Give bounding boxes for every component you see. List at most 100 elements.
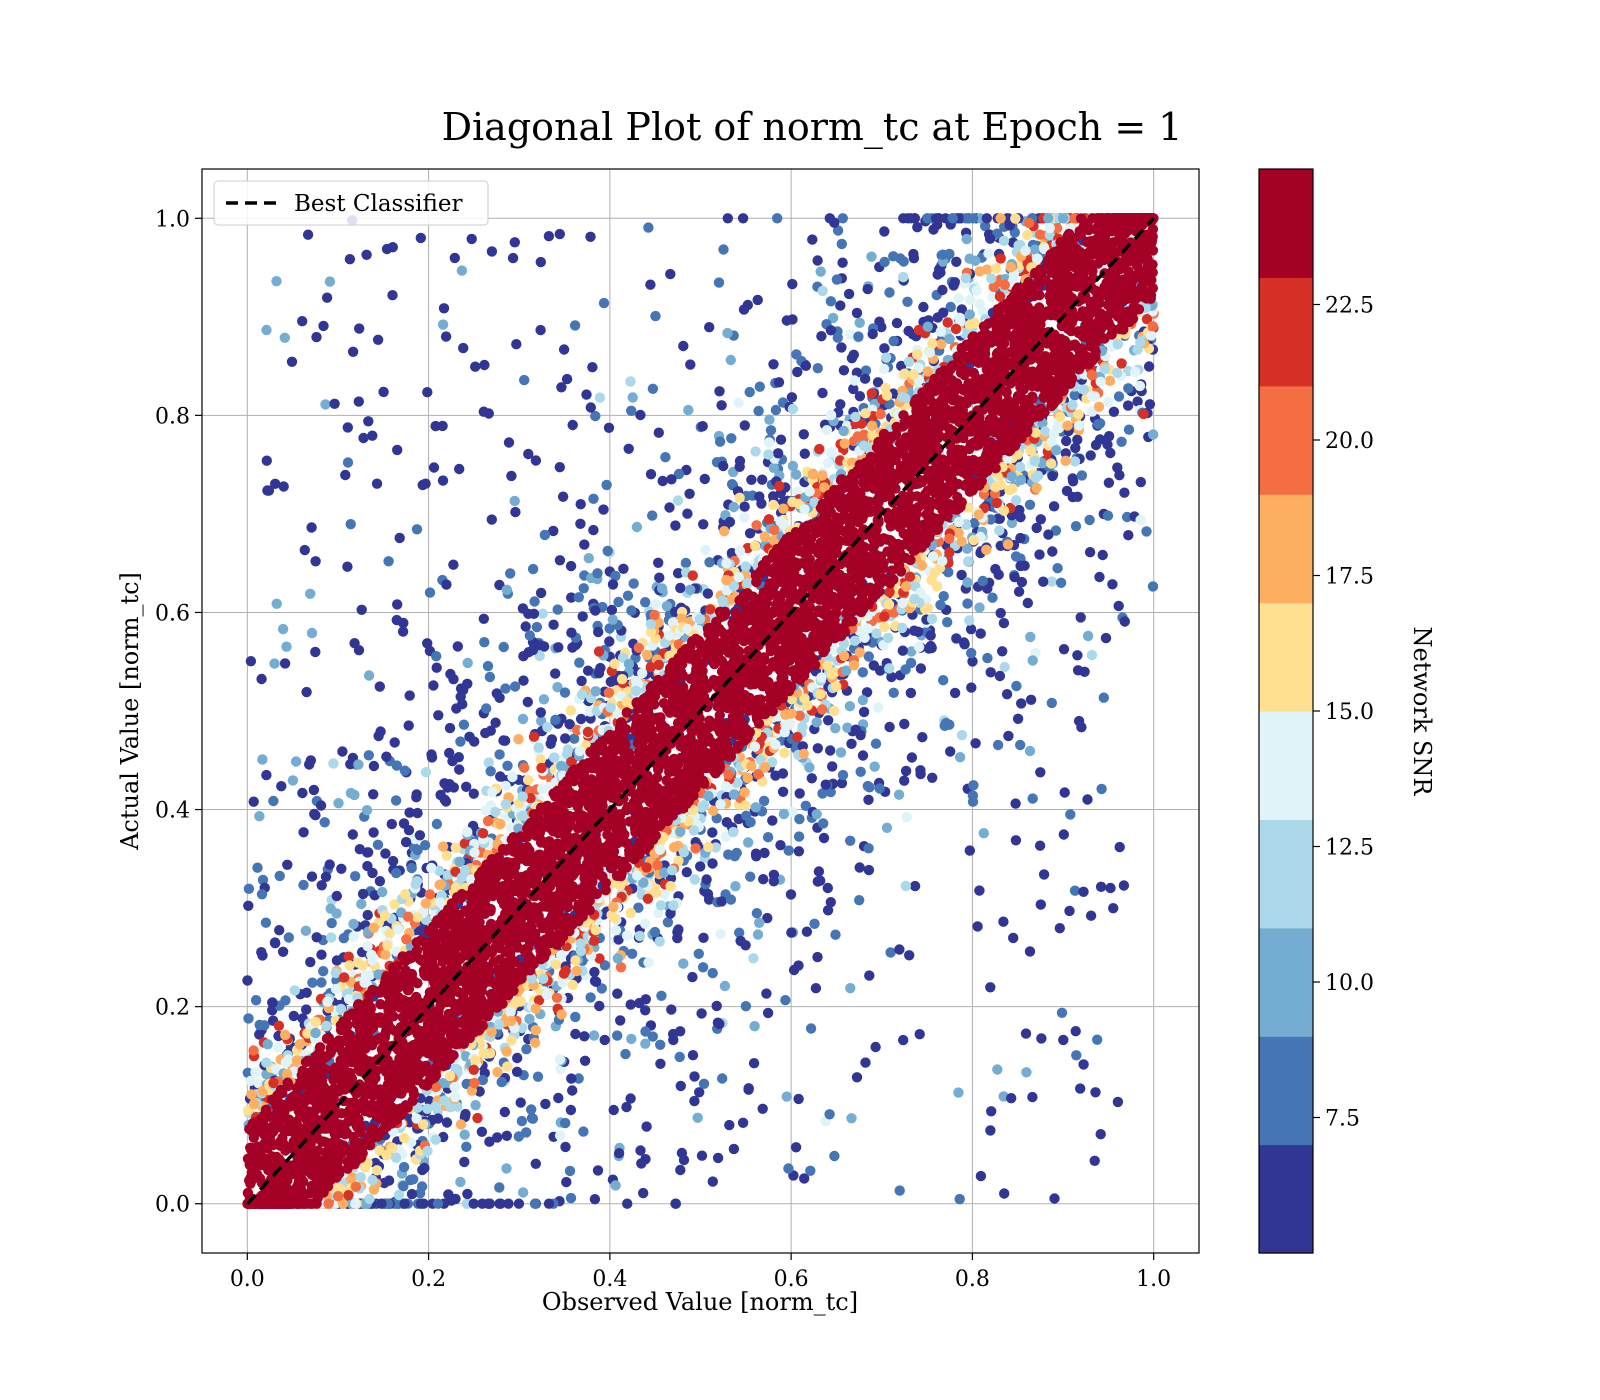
scatter-point [1015, 560, 1026, 572]
scatter-point [1073, 420, 1085, 431]
scatter-point [469, 1077, 480, 1089]
scatter-point [793, 846, 805, 857]
scatter-point [922, 602, 933, 614]
scatter-point [535, 587, 547, 599]
scatter-point [787, 460, 799, 472]
scatter-point [891, 317, 903, 329]
scatter-point [367, 430, 378, 441]
scatter-point [535, 324, 546, 336]
scatter-point [371, 1165, 383, 1176]
scatter-point [610, 1180, 621, 1191]
scatter-point [426, 752, 438, 763]
scatter-point [659, 889, 670, 900]
scatter-point [1043, 529, 1054, 540]
scatter-point [1123, 530, 1134, 541]
scatter-point [799, 504, 810, 515]
scatter-point [262, 1039, 273, 1050]
scatter-point [775, 434, 787, 445]
scatter-point [389, 737, 400, 748]
scatter-point [822, 882, 833, 894]
scatter-point [542, 722, 553, 733]
scatter-point [805, 1023, 817, 1034]
scatter-point [993, 513, 1004, 524]
scatter-point [844, 701, 856, 712]
scatter-point [913, 641, 925, 653]
scatter-point [490, 806, 501, 818]
scatter-point [1060, 455, 1071, 466]
scatter-point [654, 572, 665, 583]
scatter-point [350, 871, 361, 882]
scatter-point [692, 1112, 703, 1124]
scatter-point [866, 388, 877, 399]
scatter-point [626, 605, 637, 616]
scatter-point [1116, 358, 1127, 369]
scatter-point [1055, 577, 1067, 588]
scatter-point [607, 579, 619, 590]
scatter-point [798, 748, 809, 759]
scatter-point [478, 406, 489, 417]
scatter-point [401, 934, 412, 945]
scatter-point [740, 800, 751, 811]
scatter-point [558, 968, 570, 979]
scatter-point [872, 377, 884, 388]
scatter-point [794, 788, 805, 799]
scatter-point [630, 685, 642, 697]
scatter-point [561, 1176, 572, 1188]
scatter-point [516, 1115, 528, 1127]
scatter-point [688, 825, 700, 836]
scatter-point [718, 460, 729, 472]
scatter-point [690, 843, 701, 854]
scatter-point [717, 1073, 728, 1084]
scatter-point [477, 1074, 488, 1086]
scatter-point [894, 944, 905, 955]
scatter-point [866, 420, 878, 431]
scatter-point [696, 1008, 707, 1019]
scatter-point [649, 609, 660, 621]
scatter-point [950, 323, 962, 335]
scatter-point [961, 233, 972, 245]
scatter-point [571, 965, 582, 977]
scatter-point [626, 405, 637, 416]
scatter-point [527, 563, 539, 575]
scatter-point [870, 1041, 881, 1053]
scatter-point [894, 1185, 905, 1196]
scatter-point [745, 871, 756, 882]
scatter-point [942, 617, 953, 628]
scatter-point [509, 237, 520, 248]
scatter-point [1021, 1067, 1032, 1078]
scatter-point [302, 229, 314, 240]
scatter-point [387, 290, 398, 301]
scatter-point [287, 775, 299, 786]
scatter-point [1010, 495, 1022, 506]
scatter-point [660, 452, 671, 463]
scatter-point [543, 1198, 555, 1209]
scatter-point [650, 599, 662, 610]
scatter-point [815, 689, 826, 700]
scatter-point [915, 663, 927, 674]
scatter-point [557, 977, 568, 988]
scatter-point [524, 630, 535, 641]
scatter-point [775, 840, 786, 851]
scatter-point [1086, 390, 1098, 402]
scatter-point [1097, 549, 1108, 561]
scatter-point [1071, 1050, 1082, 1061]
scatter-point [250, 1067, 261, 1078]
scatter-point [403, 720, 414, 731]
scatter-point [390, 795, 402, 806]
scatter-point [368, 789, 379, 800]
scatter-point [985, 667, 996, 678]
scatter-point [505, 568, 516, 579]
scatter-point [321, 292, 333, 303]
scatter-point [697, 421, 708, 432]
scatter-point [981, 213, 992, 224]
scatter-point [444, 747, 455, 759]
scatter-point [1034, 549, 1045, 560]
scatter-point [944, 547, 955, 558]
scatter-point [1132, 396, 1143, 407]
scatter-point [306, 871, 318, 882]
scatter-point [503, 437, 515, 448]
scatter-point [835, 300, 846, 311]
scatter-point [879, 343, 890, 354]
scatter-point [604, 623, 615, 634]
scatter-point [1105, 882, 1116, 894]
